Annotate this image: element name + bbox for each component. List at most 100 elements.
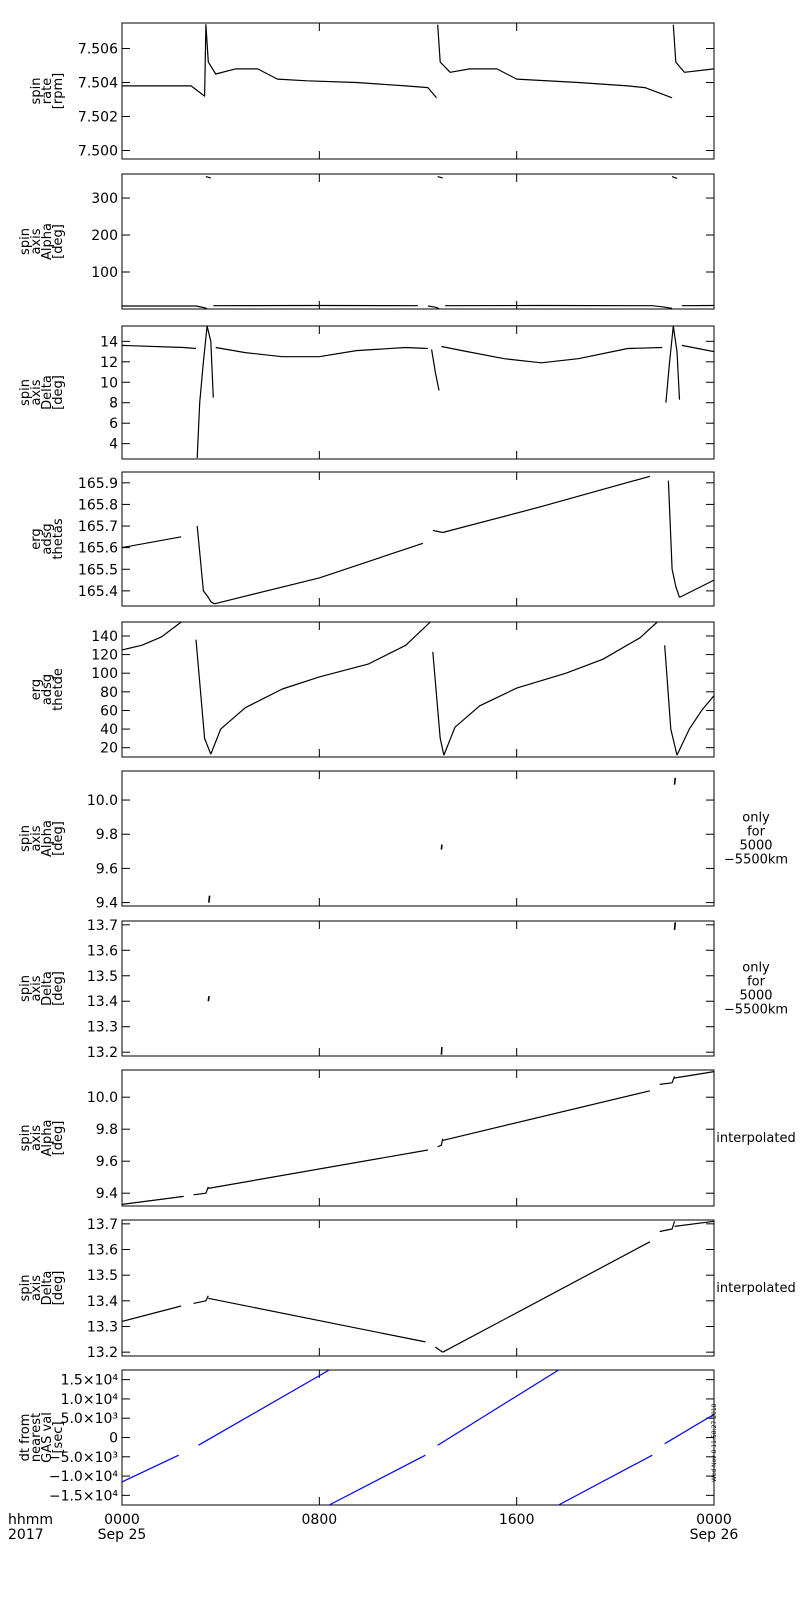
y-axis-label-line: axis: [29, 825, 44, 851]
side-note: −5500km: [724, 1003, 788, 1018]
series-segment: [664, 1413, 715, 1445]
series-segment: [121, 1305, 182, 1322]
panel-10: −1.5×10⁴ −1.0×10⁴ −5.0×10³ 0 5.0×10³ 1.0×10⁴ 1…: [18, 1369, 715, 1506]
y-tick-label: 140: [91, 629, 118, 645]
y-axis-label: ergadsgthetde: [29, 668, 66, 711]
panel-9: 13.2 13.3 13.4 13.5 13.6 13.7 spinaxisDelta[de…: [18, 1217, 796, 1361]
y-tick-label: 13.6: [87, 1243, 118, 1259]
y-axis-label-line: [deg]: [51, 1121, 66, 1156]
series-segment: [121, 621, 182, 651]
panels: 7.5007.5027.5047.506spinrate[rpm]1002003…: [18, 22, 796, 1506]
x-tick-label: 0000: [104, 1512, 140, 1528]
y-tick-label: 9.8: [96, 827, 118, 843]
y-axis-label-line: spin: [18, 379, 33, 406]
series-segment: [207, 995, 210, 1002]
plot-frame: [121, 1219, 715, 1357]
series-segment: [674, 1071, 715, 1079]
series-segment: [214, 542, 424, 605]
y-tick-label: 10.0: [87, 1090, 118, 1106]
y-axis-label: spinrate[rpm]: [29, 73, 66, 109]
y-axis-label: spinaxisAlpha[deg]: [18, 820, 66, 857]
y-tick-label: 9.4: [96, 1186, 118, 1202]
y-tick-label: 13.7: [87, 1217, 118, 1233]
y-axis-label-line: spin: [18, 975, 33, 1002]
series-segment: [443, 621, 658, 756]
y-axis-label-line: Alpha: [40, 223, 55, 260]
y-axis-label-line: rate: [40, 78, 55, 104]
y-tick-label: 13.4: [87, 1294, 118, 1310]
series-segment: [432, 651, 445, 756]
y-tick-label: 165.8: [78, 497, 118, 513]
series-segment: [437, 1138, 444, 1148]
y-tick-label: 13.2: [87, 1345, 118, 1361]
y-axis-label-line: spin: [18, 1125, 33, 1152]
panel-8: 9.4 9.6 9.8 10.0 spinaxisAlpha[deg] interpola…: [18, 1069, 796, 1207]
side-note: only: [742, 811, 770, 826]
y-axis-label-line: thetde: [51, 668, 66, 711]
y-tick-label: 7.502: [78, 110, 118, 126]
series-segment: [681, 344, 715, 353]
y-axis-label: ergadsgthetas: [29, 518, 66, 559]
y-axis-label-line: nearest: [29, 1413, 44, 1462]
y-tick-label: 100: [91, 265, 118, 281]
series-segment: [121, 1454, 179, 1483]
series-segment: [210, 621, 431, 755]
series-segment: [672, 24, 715, 73]
series-segment: [195, 639, 212, 755]
series-segment: [193, 1295, 209, 1304]
side-note: only: [742, 961, 770, 976]
series-segment: [215, 346, 428, 358]
y-axis-label-line: Alpha: [40, 1120, 55, 1157]
series-segment: [659, 1076, 676, 1085]
y-tick-label: 165.4: [78, 584, 118, 600]
y-tick-label: 9.6: [96, 1154, 118, 1170]
y-tick-label: −1.0×10⁴: [49, 1469, 119, 1485]
y-tick-label: 13.3: [87, 1020, 118, 1036]
y-axis-label-line: [deg]: [51, 1271, 66, 1306]
series-segment: [440, 844, 443, 850]
y-tick-label: 13.6: [87, 943, 118, 959]
series-segment: [431, 349, 440, 391]
y-axis-label-line: spin: [18, 825, 33, 852]
series-segment: [674, 1220, 715, 1227]
x-tick-label: 0800: [302, 1512, 338, 1528]
y-axis-label-line: GAS val: [40, 1412, 55, 1463]
x-tick-label: 0000: [696, 1512, 732, 1528]
y-axis-label-line: Delta: [40, 375, 55, 410]
y-axis-label-line: Alpha: [40, 820, 55, 857]
series-segment: [676, 695, 715, 756]
series-segment: [679, 579, 715, 598]
series-segment: [122, 24, 437, 99]
x-tick-label: 1600: [499, 1512, 535, 1528]
y-axis-label-line: thetas: [51, 518, 66, 559]
y-axis-label-line: dt from: [18, 1414, 33, 1462]
y-axis-label-line: axis: [29, 975, 44, 1001]
series-segment: [193, 1186, 209, 1196]
y-tick-label: 9.6: [96, 861, 118, 877]
y-axis-label: spinaxisDelta[deg]: [18, 971, 66, 1006]
y-axis-label: spinaxisDelta[deg]: [18, 1271, 66, 1306]
y-tick-label: −1.5×10⁴: [49, 1488, 119, 1504]
plot-frame: [121, 173, 715, 310]
y-tick-label: 300: [91, 191, 118, 207]
series-segment: [196, 325, 214, 459]
y-tick-label: 13.5: [87, 969, 118, 985]
y-axis-label-line: adsg: [40, 523, 55, 554]
y-tick-label: 0: [109, 1431, 118, 1447]
series-segment: [208, 895, 211, 903]
side-note: interpolated: [716, 1131, 795, 1146]
panel-7: 13.2 13.3 13.4 13.5 13.6 13.7 spinaxisDelta[de…: [18, 918, 788, 1061]
y-tick-label: 100: [91, 666, 118, 682]
y-axis-label: dt fromnearestGAS val[sec]: [18, 1412, 66, 1463]
series-segment: [437, 1369, 559, 1446]
y-axis-label-line: axis: [29, 1125, 44, 1151]
series-segment: [659, 1221, 676, 1233]
y-tick-label: 165.5: [78, 562, 118, 578]
y-tick-label: 13.7: [87, 918, 118, 934]
y-tick-label: 200: [91, 228, 118, 244]
plot-frame: [121, 22, 715, 160]
plot-frame: [121, 920, 715, 1057]
y-tick-label: 10: [100, 375, 118, 391]
